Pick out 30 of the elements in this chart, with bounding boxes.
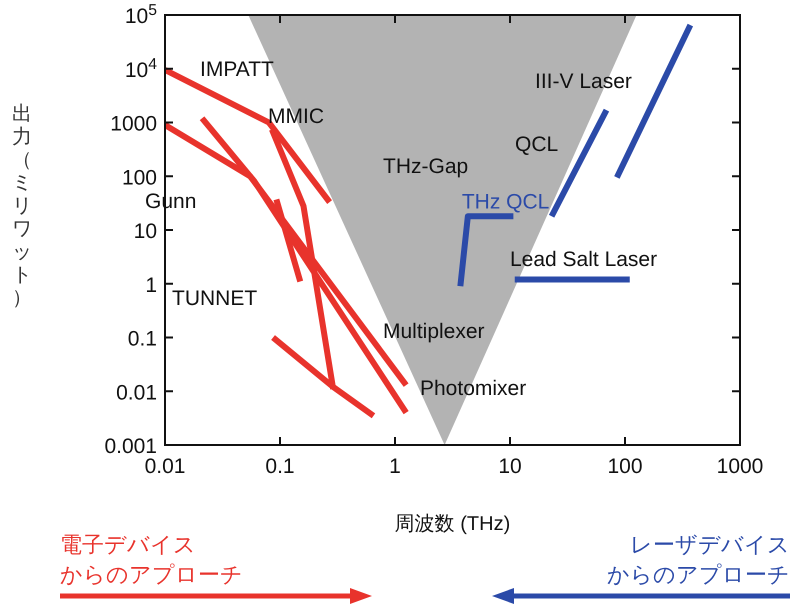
x-tick-label: 100: [607, 455, 643, 478]
y-tick-label: 10$^{5}$: [124, 2, 158, 28]
annotation: Photomixer: [420, 377, 526, 400]
text: 電子デバイス: [60, 532, 196, 557]
y-tick-label: 0.001: [104, 435, 157, 458]
annotation: MMIC: [268, 105, 324, 128]
y-tick-label: 0.01: [116, 381, 157, 404]
text: からのアプローチ: [60, 562, 243, 587]
annotation: THz-Gap: [383, 155, 468, 178]
y-tick-label: 10: [134, 220, 157, 243]
y-tick-label: 1: [145, 274, 157, 297]
y-tick-label: 1000: [110, 112, 157, 136]
annotation: IMPATT: [200, 58, 274, 81]
annotation: TUNNET: [172, 287, 258, 310]
text: からのアプローチ: [607, 562, 790, 587]
y-tick-label: 0.1: [128, 328, 157, 350]
annotation: Lead Salt Laser: [510, 248, 658, 271]
annotation: Multiplexer: [383, 320, 485, 343]
series-label: THz QCL: [462, 190, 550, 214]
x-tick-label: 1: [389, 455, 401, 478]
x-tick-label: 1000: [716, 455, 764, 478]
y-tick-label: 100: [122, 166, 157, 190]
y-tick-label: 10$^{4}$: [124, 55, 158, 82]
x-axis-title: 周波数 (THz): [394, 513, 510, 535]
x-tick-label: 10: [498, 455, 522, 478]
x-tick-label: 0.1: [265, 455, 295, 478]
annotation: III-V Laser: [535, 70, 632, 93]
text: 出力（ミリワット）: [12, 103, 32, 309]
annotation: QCL: [515, 133, 558, 156]
text: レーザデバイス: [630, 532, 790, 557]
